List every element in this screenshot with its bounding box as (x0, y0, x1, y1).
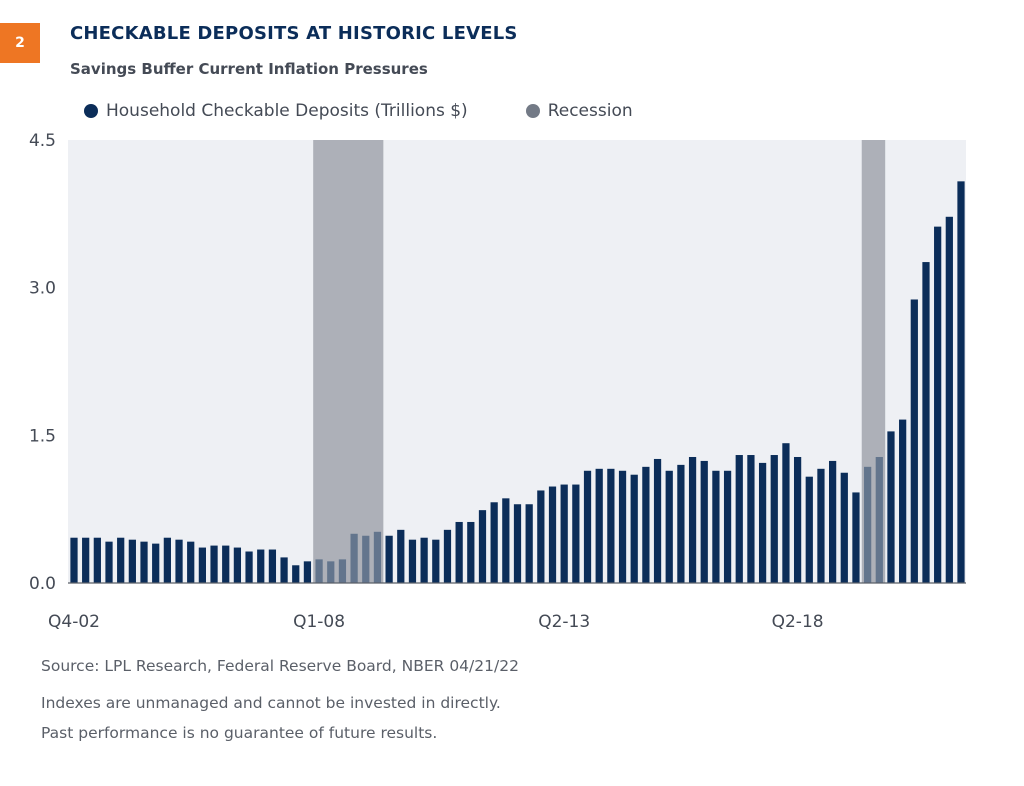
bar-8 (163, 537, 171, 583)
bar-7 (152, 543, 160, 583)
bar-5 (128, 539, 136, 583)
bar-3 (105, 541, 113, 583)
recession-overlay-1 (313, 140, 384, 583)
bar-62 (793, 456, 802, 583)
bar-56 (723, 470, 732, 583)
disclaimer-line-2: Past performance is no guarantee of futu… (41, 724, 438, 742)
bar-44 (583, 470, 592, 583)
bar-40 (537, 490, 545, 583)
bar-6 (140, 541, 148, 583)
bar-31 (432, 539, 440, 583)
y-tick-label-0: 0.0 (29, 574, 56, 594)
bar-39 (525, 504, 533, 583)
bar-37 (502, 498, 510, 583)
chart-title: CHECKABLE DEPOSITS AT HISTORIC LEVELS (70, 23, 518, 44)
bar-17 (268, 549, 277, 583)
bar-47 (618, 470, 627, 583)
x-tick-label-1: Q1-08 (293, 612, 345, 632)
bar-11 (198, 547, 206, 583)
bar-41 (548, 486, 557, 583)
x-tick-label-3: Q2-18 (772, 612, 824, 632)
bar-36 (490, 502, 498, 583)
y-axis-ticks: 0.0 1.5 3.0 4.5 (29, 131, 56, 594)
chart-legend: Household Checkable Deposits (Trillions … (84, 101, 691, 121)
bar-2 (93, 537, 101, 583)
bar-59 (758, 462, 767, 583)
bar-53 (688, 456, 697, 583)
bar-50 (653, 458, 662, 583)
bar-34 (467, 521, 475, 583)
bar-12 (210, 545, 218, 583)
bar-14 (233, 547, 242, 583)
recession-overlay-2 (861, 140, 886, 583)
bar-49 (642, 466, 650, 583)
y-tick-label-2: 3.0 (29, 279, 56, 299)
bar-45 (595, 468, 603, 583)
bar-51 (665, 470, 673, 583)
bar-73 (922, 262, 930, 583)
bar-38 (513, 504, 522, 583)
bar-48 (630, 474, 638, 583)
bar-65 (829, 460, 837, 583)
x-tick-label-0: Q4-02 (48, 612, 100, 632)
y-tick-label-1: 1.5 (29, 426, 56, 446)
bar-20 (303, 561, 312, 583)
bar-76 (957, 181, 965, 583)
bar-28 (397, 529, 405, 583)
bar-63 (805, 476, 813, 583)
bar-18 (280, 557, 288, 583)
y-tick-label-3: 4.5 (29, 131, 56, 151)
bar-66 (840, 472, 848, 583)
bar-52 (677, 464, 685, 583)
x-tick-label-2: Q2-13 (538, 612, 590, 632)
bar-9 (175, 539, 183, 583)
bar-30 (420, 537, 428, 583)
bar-61 (782, 443, 790, 583)
legend-dot-deposits (84, 104, 98, 118)
chart-subtitle: Savings Buffer Current Inflation Pressur… (70, 60, 428, 78)
bar-67 (852, 492, 860, 583)
chart-number-badge: 2 (0, 23, 40, 63)
bars (70, 181, 965, 583)
bar-35 (478, 510, 487, 583)
bar-55 (712, 470, 720, 583)
recession-overlay-bands (313, 140, 886, 583)
bar-13 (222, 545, 230, 583)
bar-70 (887, 431, 895, 583)
bar-15 (245, 551, 253, 583)
x-axis-ticks: Q4-02 Q1-08 Q2-13 Q2-18 (48, 612, 824, 632)
legend-item-recession: Recession (525, 101, 633, 121)
bar-1 (82, 537, 90, 583)
bar-57 (735, 455, 743, 583)
bar-32 (443, 529, 452, 583)
bar-60 (770, 455, 778, 583)
disclaimer-line-1: Indexes are unmanaged and cannot be inve… (41, 694, 501, 712)
legend-dot-recession (525, 104, 540, 118)
bar-75 (945, 216, 953, 583)
bar-chart: 0.0 1.5 3.0 4.5 Q4-02 Q1-08 Q2-13 Q2-18 (29, 131, 966, 632)
legend-item-deposits: Household Checkable Deposits (Trillions … (84, 101, 468, 121)
bar-74 (934, 226, 942, 583)
bar-29 (408, 539, 417, 583)
bar-72 (910, 299, 918, 583)
bar-16 (257, 549, 265, 583)
bar-4 (117, 537, 125, 583)
bar-33 (455, 521, 463, 583)
legend-label-recession: Recession (547, 101, 633, 121)
bar-10 (187, 541, 195, 583)
bar-27 (385, 535, 393, 583)
bar-58 (747, 455, 755, 583)
bar-43 (572, 484, 580, 583)
bar-0 (70, 537, 78, 583)
bar-71 (899, 419, 907, 583)
bar-42 (560, 484, 568, 583)
legend-label-deposits: Household Checkable Deposits (Trillions … (106, 101, 468, 121)
bar-64 (817, 468, 825, 583)
source-note: Source: LPL Research, Federal Reserve Bo… (41, 657, 519, 675)
bar-19 (292, 565, 300, 583)
bar-46 (607, 468, 615, 583)
bar-54 (700, 460, 708, 583)
